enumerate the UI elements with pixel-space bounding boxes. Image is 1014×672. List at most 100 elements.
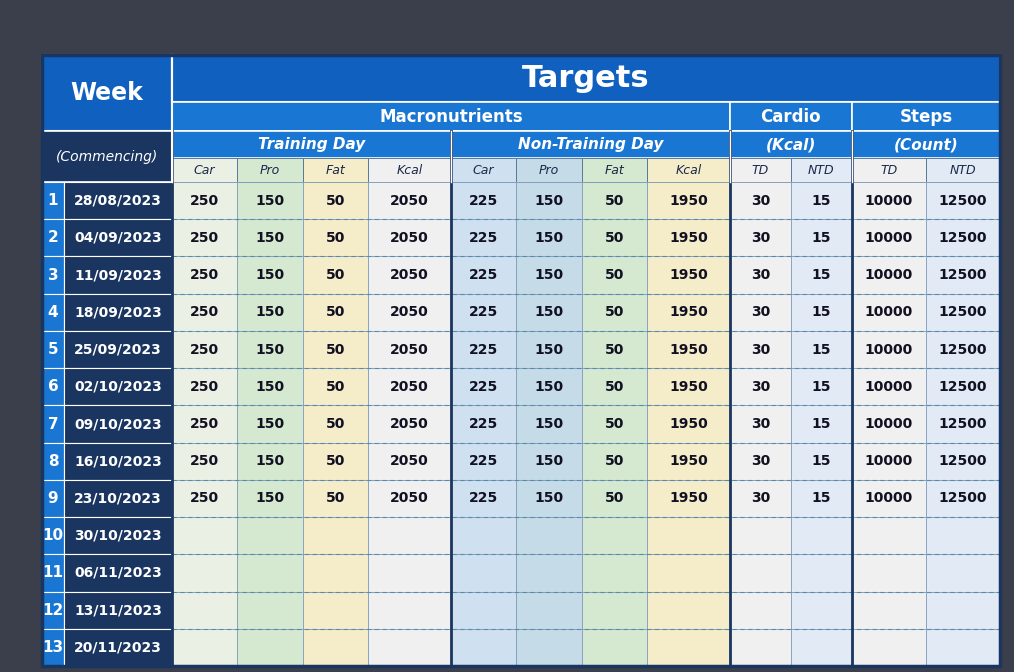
Bar (791, 219, 852, 257)
Bar (42, 55, 172, 131)
Bar (852, 554, 926, 591)
Bar (451, 158, 516, 182)
Bar (647, 629, 730, 666)
Bar (647, 517, 730, 554)
Bar (516, 331, 582, 368)
Bar (926, 591, 1000, 629)
Text: 150: 150 (534, 194, 564, 208)
Text: Week: Week (71, 81, 143, 105)
Text: 1950: 1950 (669, 491, 708, 505)
Bar (303, 591, 368, 629)
Text: 150: 150 (534, 231, 564, 245)
Text: 150: 150 (256, 194, 285, 208)
Bar (368, 480, 451, 517)
Text: Car: Car (473, 163, 495, 177)
Text: 150: 150 (256, 268, 285, 282)
Text: 6: 6 (48, 379, 59, 394)
Text: 50: 50 (604, 194, 624, 208)
Bar (647, 443, 730, 480)
Text: 50: 50 (325, 417, 345, 431)
Text: 12500: 12500 (939, 380, 988, 394)
Text: 50: 50 (604, 380, 624, 394)
Text: 50: 50 (604, 417, 624, 431)
Bar (730, 102, 852, 131)
Bar (582, 294, 647, 331)
Text: NTD: NTD (808, 163, 835, 177)
Bar (237, 517, 303, 554)
Bar (42, 405, 64, 443)
Bar (42, 257, 64, 294)
Bar (582, 219, 647, 257)
Bar (172, 55, 1000, 102)
Text: 50: 50 (325, 491, 345, 505)
Bar (647, 591, 730, 629)
Text: 250: 250 (190, 305, 219, 319)
Bar (516, 257, 582, 294)
Text: 225: 225 (468, 305, 498, 319)
Bar (172, 182, 237, 219)
Bar (516, 368, 582, 405)
Text: 15: 15 (811, 343, 831, 357)
Text: 50: 50 (325, 454, 345, 468)
Bar (647, 219, 730, 257)
Bar (582, 443, 647, 480)
Bar (42, 219, 64, 257)
Bar (451, 480, 516, 517)
Bar (64, 443, 172, 480)
Text: 150: 150 (256, 343, 285, 357)
Bar (303, 257, 368, 294)
Text: 10000: 10000 (865, 491, 913, 505)
Text: 250: 250 (190, 380, 219, 394)
Bar (172, 102, 730, 131)
Bar (42, 554, 64, 591)
Bar (368, 158, 451, 182)
Bar (516, 182, 582, 219)
Bar (237, 294, 303, 331)
Text: 150: 150 (256, 380, 285, 394)
Text: 4: 4 (48, 305, 59, 320)
Text: 50: 50 (325, 380, 345, 394)
Bar (451, 219, 516, 257)
Text: 3: 3 (48, 267, 59, 283)
Bar (852, 131, 1000, 158)
Bar (42, 480, 64, 517)
Bar (64, 331, 172, 368)
Bar (852, 182, 926, 219)
Text: 250: 250 (190, 454, 219, 468)
Bar (730, 368, 791, 405)
Text: 23/10/2023: 23/10/2023 (74, 491, 162, 505)
Bar (516, 629, 582, 666)
Bar (516, 158, 582, 182)
Bar (64, 554, 172, 591)
Text: 150: 150 (534, 454, 564, 468)
Text: 150: 150 (534, 417, 564, 431)
Text: 15: 15 (811, 454, 831, 468)
Bar (730, 131, 852, 158)
Text: 09/10/2023: 09/10/2023 (74, 417, 162, 431)
Bar (516, 480, 582, 517)
Bar (172, 294, 237, 331)
Bar (42, 131, 172, 182)
Text: 15: 15 (811, 417, 831, 431)
Bar (516, 294, 582, 331)
Text: 02/10/2023: 02/10/2023 (74, 380, 162, 394)
Bar (451, 331, 516, 368)
Bar (237, 629, 303, 666)
Bar (368, 219, 451, 257)
Bar (172, 131, 451, 158)
Text: 8: 8 (48, 454, 59, 469)
Text: 12500: 12500 (939, 343, 988, 357)
Bar (926, 257, 1000, 294)
Bar (647, 158, 730, 182)
Bar (64, 368, 172, 405)
Text: 50: 50 (604, 343, 624, 357)
Bar (582, 517, 647, 554)
Bar (42, 294, 64, 331)
Bar (852, 294, 926, 331)
Text: (Commencing): (Commencing) (56, 149, 158, 163)
Bar (791, 480, 852, 517)
Bar (237, 182, 303, 219)
Text: 50: 50 (325, 343, 345, 357)
Bar (926, 294, 1000, 331)
Text: (Count): (Count) (893, 137, 958, 152)
